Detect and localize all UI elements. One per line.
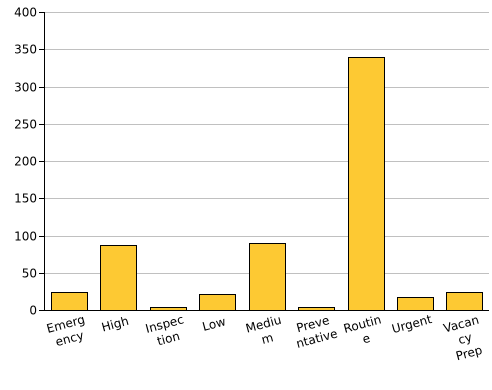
bar-emergency bbox=[51, 292, 88, 311]
bar-urgent bbox=[397, 297, 434, 311]
y-tick-labels: 0 50 100 150 200 250 300 350 400 bbox=[14, 6, 37, 318]
y-tick-label-0: 0 bbox=[29, 304, 37, 318]
bar-routine bbox=[348, 57, 385, 311]
bar-vacancy-prep bbox=[446, 292, 483, 311]
x-tick-label-emergency: Emergency bbox=[45, 312, 90, 350]
x-tick-label-inspection: Inspection bbox=[144, 312, 189, 350]
bar-medium bbox=[249, 243, 286, 311]
x-tick-label-line: cy bbox=[457, 330, 474, 347]
y-tick-label-150: 150 bbox=[14, 192, 37, 206]
x-tick-label-line: m bbox=[260, 330, 275, 347]
y-tick-label-50: 50 bbox=[22, 267, 37, 281]
y-tick-label-300: 300 bbox=[14, 81, 37, 95]
x-tick-labels: Emergency High Inspection Low MediumPreventa… bbox=[45, 312, 488, 365]
y-tick-label-350: 350 bbox=[14, 43, 37, 57]
y-tick-label-400: 400 bbox=[14, 6, 37, 20]
x-tick-label-routine: Routine bbox=[342, 312, 387, 350]
y-tick-label-100: 100 bbox=[14, 230, 37, 244]
x-tick-label-line: e bbox=[361, 331, 372, 346]
bar-high bbox=[100, 245, 137, 311]
x-tick-label-line: Low bbox=[201, 314, 228, 334]
axes bbox=[39, 12, 489, 311]
bars bbox=[51, 57, 483, 311]
x-tick-label-low: Low bbox=[201, 314, 228, 334]
y-tick-label-250: 250 bbox=[14, 118, 37, 132]
bar-low bbox=[199, 294, 236, 311]
gridlines bbox=[44, 12, 489, 274]
x-tick-label-vacancy-prep: VacancyPrep bbox=[442, 313, 488, 365]
x-tick-label-urgent: Urgent bbox=[390, 312, 433, 336]
x-tick-label-line: tion bbox=[156, 329, 182, 348]
x-tick-label-medium: Medium bbox=[244, 313, 287, 350]
x-tick-label-high: High bbox=[100, 314, 130, 335]
x-tick-label-line: Prep bbox=[454, 343, 483, 363]
y-tick-label-200: 200 bbox=[14, 155, 37, 169]
x-tick-label-line: Urgent bbox=[390, 312, 433, 336]
x-tick-label-line: High bbox=[100, 314, 130, 335]
x-tick-label-preventative: Preventative bbox=[291, 312, 339, 351]
